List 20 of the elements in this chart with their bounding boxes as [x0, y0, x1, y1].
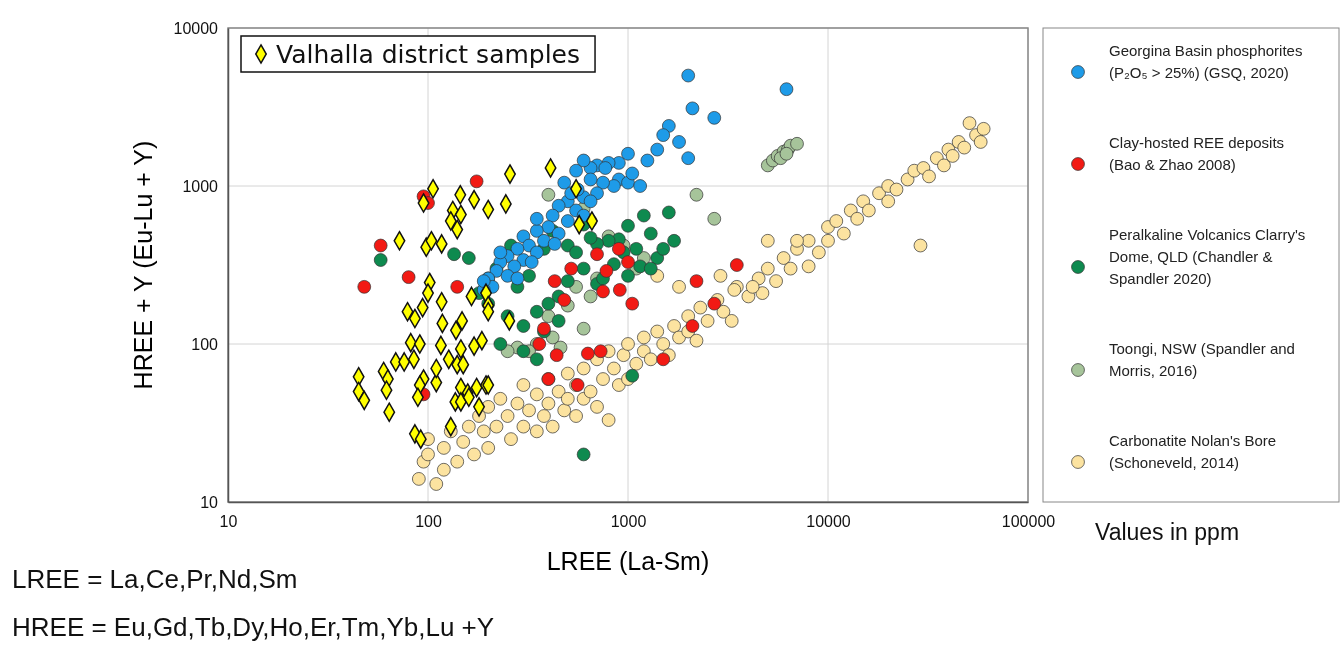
x-tick-label: 100: [415, 513, 442, 531]
x-tick-label: 10000: [806, 513, 851, 531]
legend-label: Georgina Basin phosphorites (P₂O₅ > 25%) (GSQ, 2020): [1109, 42, 1303, 81]
y-tick-label: 10000: [173, 19, 219, 37]
y-tick-label: 10: [200, 493, 219, 511]
legend-label: Valhalla district samples: [276, 40, 581, 69]
legend-label: Carbonatite Nolan's Bore (Schoneveld, 2014): [1109, 432, 1277, 471]
text: LREE = La,Ce,Pr,Nd,Sm: [12, 564, 298, 594]
y-axis-title: HREE + Y (Eu-Lu + Y): [129, 140, 157, 390]
y-tick-label: 100: [191, 335, 219, 353]
x-tick-label: 100000: [1001, 513, 1056, 531]
y-tick-label: 1000: [182, 177, 219, 195]
x-tick-label: 10: [219, 513, 238, 531]
legend-label: Clay-hosted REE deposits (Bao & Zhao 2008): [1109, 134, 1285, 173]
legend-label: Peralkaline Volcanics Clarry's Dome, QLD (Chandler & Spandler 2020): [1109, 226, 1306, 287]
text: HREE = Eu,Gd,Tb,Dy,Ho,Er,Tm,Yb,Lu +Y: [12, 612, 495, 642]
x-tick-label: 1000: [610, 513, 647, 531]
legend-label: Toongi, NSW (Spandler and Morris, 2016): [1109, 340, 1295, 379]
x-axis-title: LREE (La-Sm): [546, 547, 710, 575]
text: Values in ppm: [1095, 519, 1240, 545]
